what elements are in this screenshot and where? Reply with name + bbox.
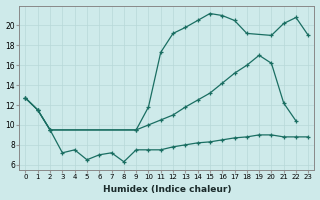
X-axis label: Humidex (Indice chaleur): Humidex (Indice chaleur) — [103, 185, 231, 194]
